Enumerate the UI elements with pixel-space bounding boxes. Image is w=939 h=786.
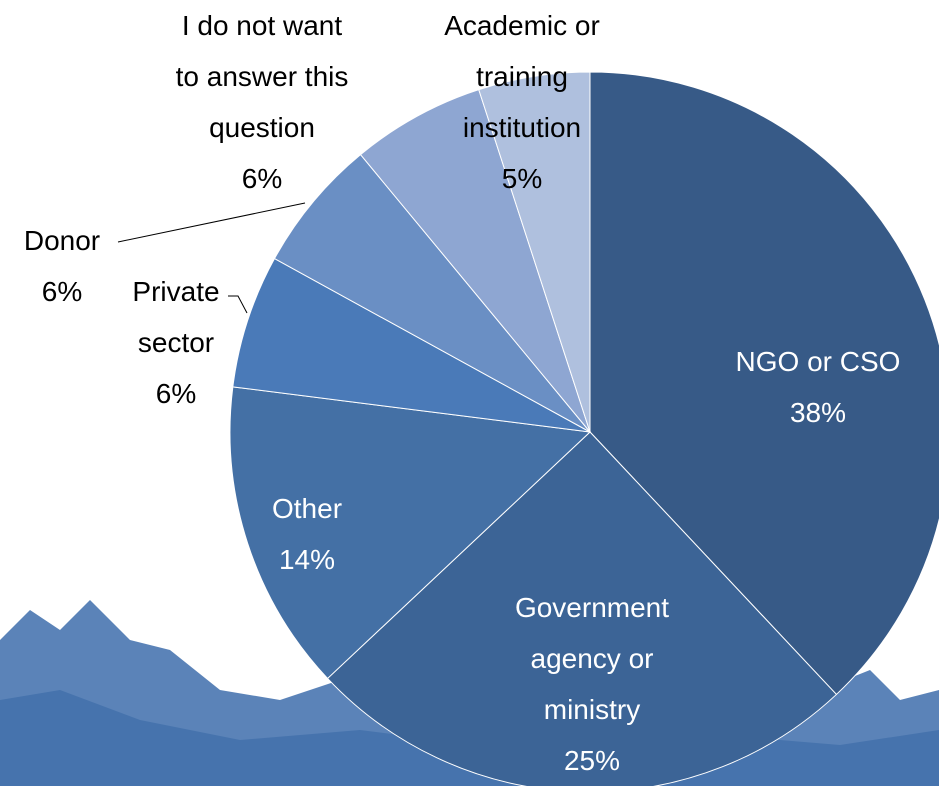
data-label: Private sector 6% — [116, 266, 236, 419]
leader-line — [117, 202, 306, 243]
data-label: Government agency or ministry 25% — [502, 582, 682, 786]
value-label: 5% — [501, 163, 543, 194]
pie-slice — [232, 257, 591, 433]
pie-slice — [359, 88, 591, 433]
category-label: Government agency or ministry — [514, 592, 670, 725]
category-label: Private sector — [132, 276, 220, 358]
data-label: Academic or training institution 5% — [432, 0, 612, 204]
value-label: 6% — [41, 276, 83, 307]
data-label: Donor 6% — [7, 215, 117, 317]
pie-slice — [229, 386, 592, 680]
pie — [229, 71, 939, 786]
category-label: Donor — [23, 225, 101, 256]
category-label: Other — [271, 493, 343, 524]
data-label: I do not want to answer this question 6% — [173, 0, 351, 204]
pie-slice — [589, 71, 939, 696]
data-label: Other 14% — [242, 483, 372, 585]
data-label: NGO or CSO 38% — [708, 336, 928, 438]
leader-line — [228, 295, 248, 314]
pie-slice — [273, 153, 591, 433]
category-label: NGO or CSO — [735, 346, 901, 377]
value-label: 6% — [155, 378, 197, 409]
pie-slice — [478, 71, 591, 433]
value-label: 38% — [789, 397, 847, 428]
value-label: 6% — [241, 163, 283, 194]
category-label: I do not want to answer this question — [175, 10, 349, 143]
pie-slice — [326, 431, 838, 786]
category-label: Academic or training institution — [444, 10, 600, 143]
value-label: 25% — [563, 745, 621, 776]
value-label: 14% — [278, 544, 336, 575]
